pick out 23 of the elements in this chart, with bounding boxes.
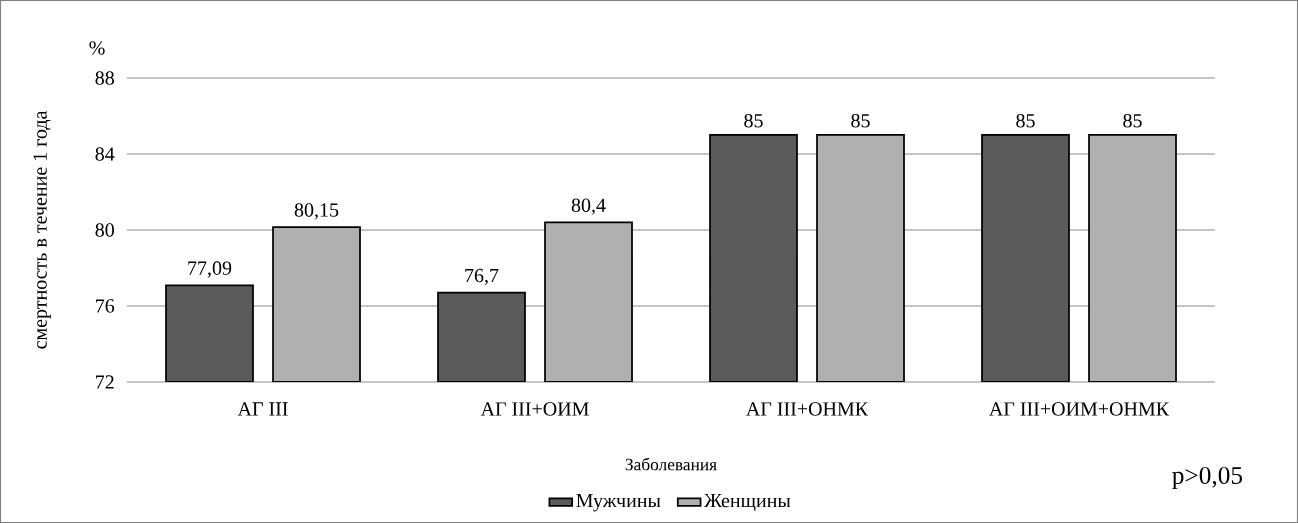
data-label: 76,7 [465,268,499,286]
y-axis-title: смертность в течение 1 года [33,110,51,349]
x-axis-title: Заболевания [625,457,717,471]
x-tick-label: АГ III [237,402,288,416]
legend-label: Женщины [704,494,791,512]
text: p>0,05 [1172,466,1243,490]
text: % [89,41,105,55]
x-tick-label: АГ III+ОИМ [480,402,589,416]
data-label: 85 [1016,113,1035,128]
legend-label: Мужчины [576,494,661,512]
y-tick-label: 76 [96,299,115,313]
data-label: 77,09 [188,261,232,278]
data-label: 85 [1123,113,1142,128]
y-tick-label: 84 [95,147,115,161]
data-label: 85 [744,113,763,128]
x-tick-label: АГ III+ОИМ+ОНМК [989,402,1170,416]
x-tick-label: АГ III+ОНМК [746,402,869,416]
data-label: 85 [851,113,870,128]
y-tick-label: 80 [95,223,114,237]
y-tick-label: 72 [96,375,114,389]
y-tick-label: 88 [95,71,114,85]
data-label: 80,15 [294,203,339,220]
data-label: 80,4 [571,198,606,215]
